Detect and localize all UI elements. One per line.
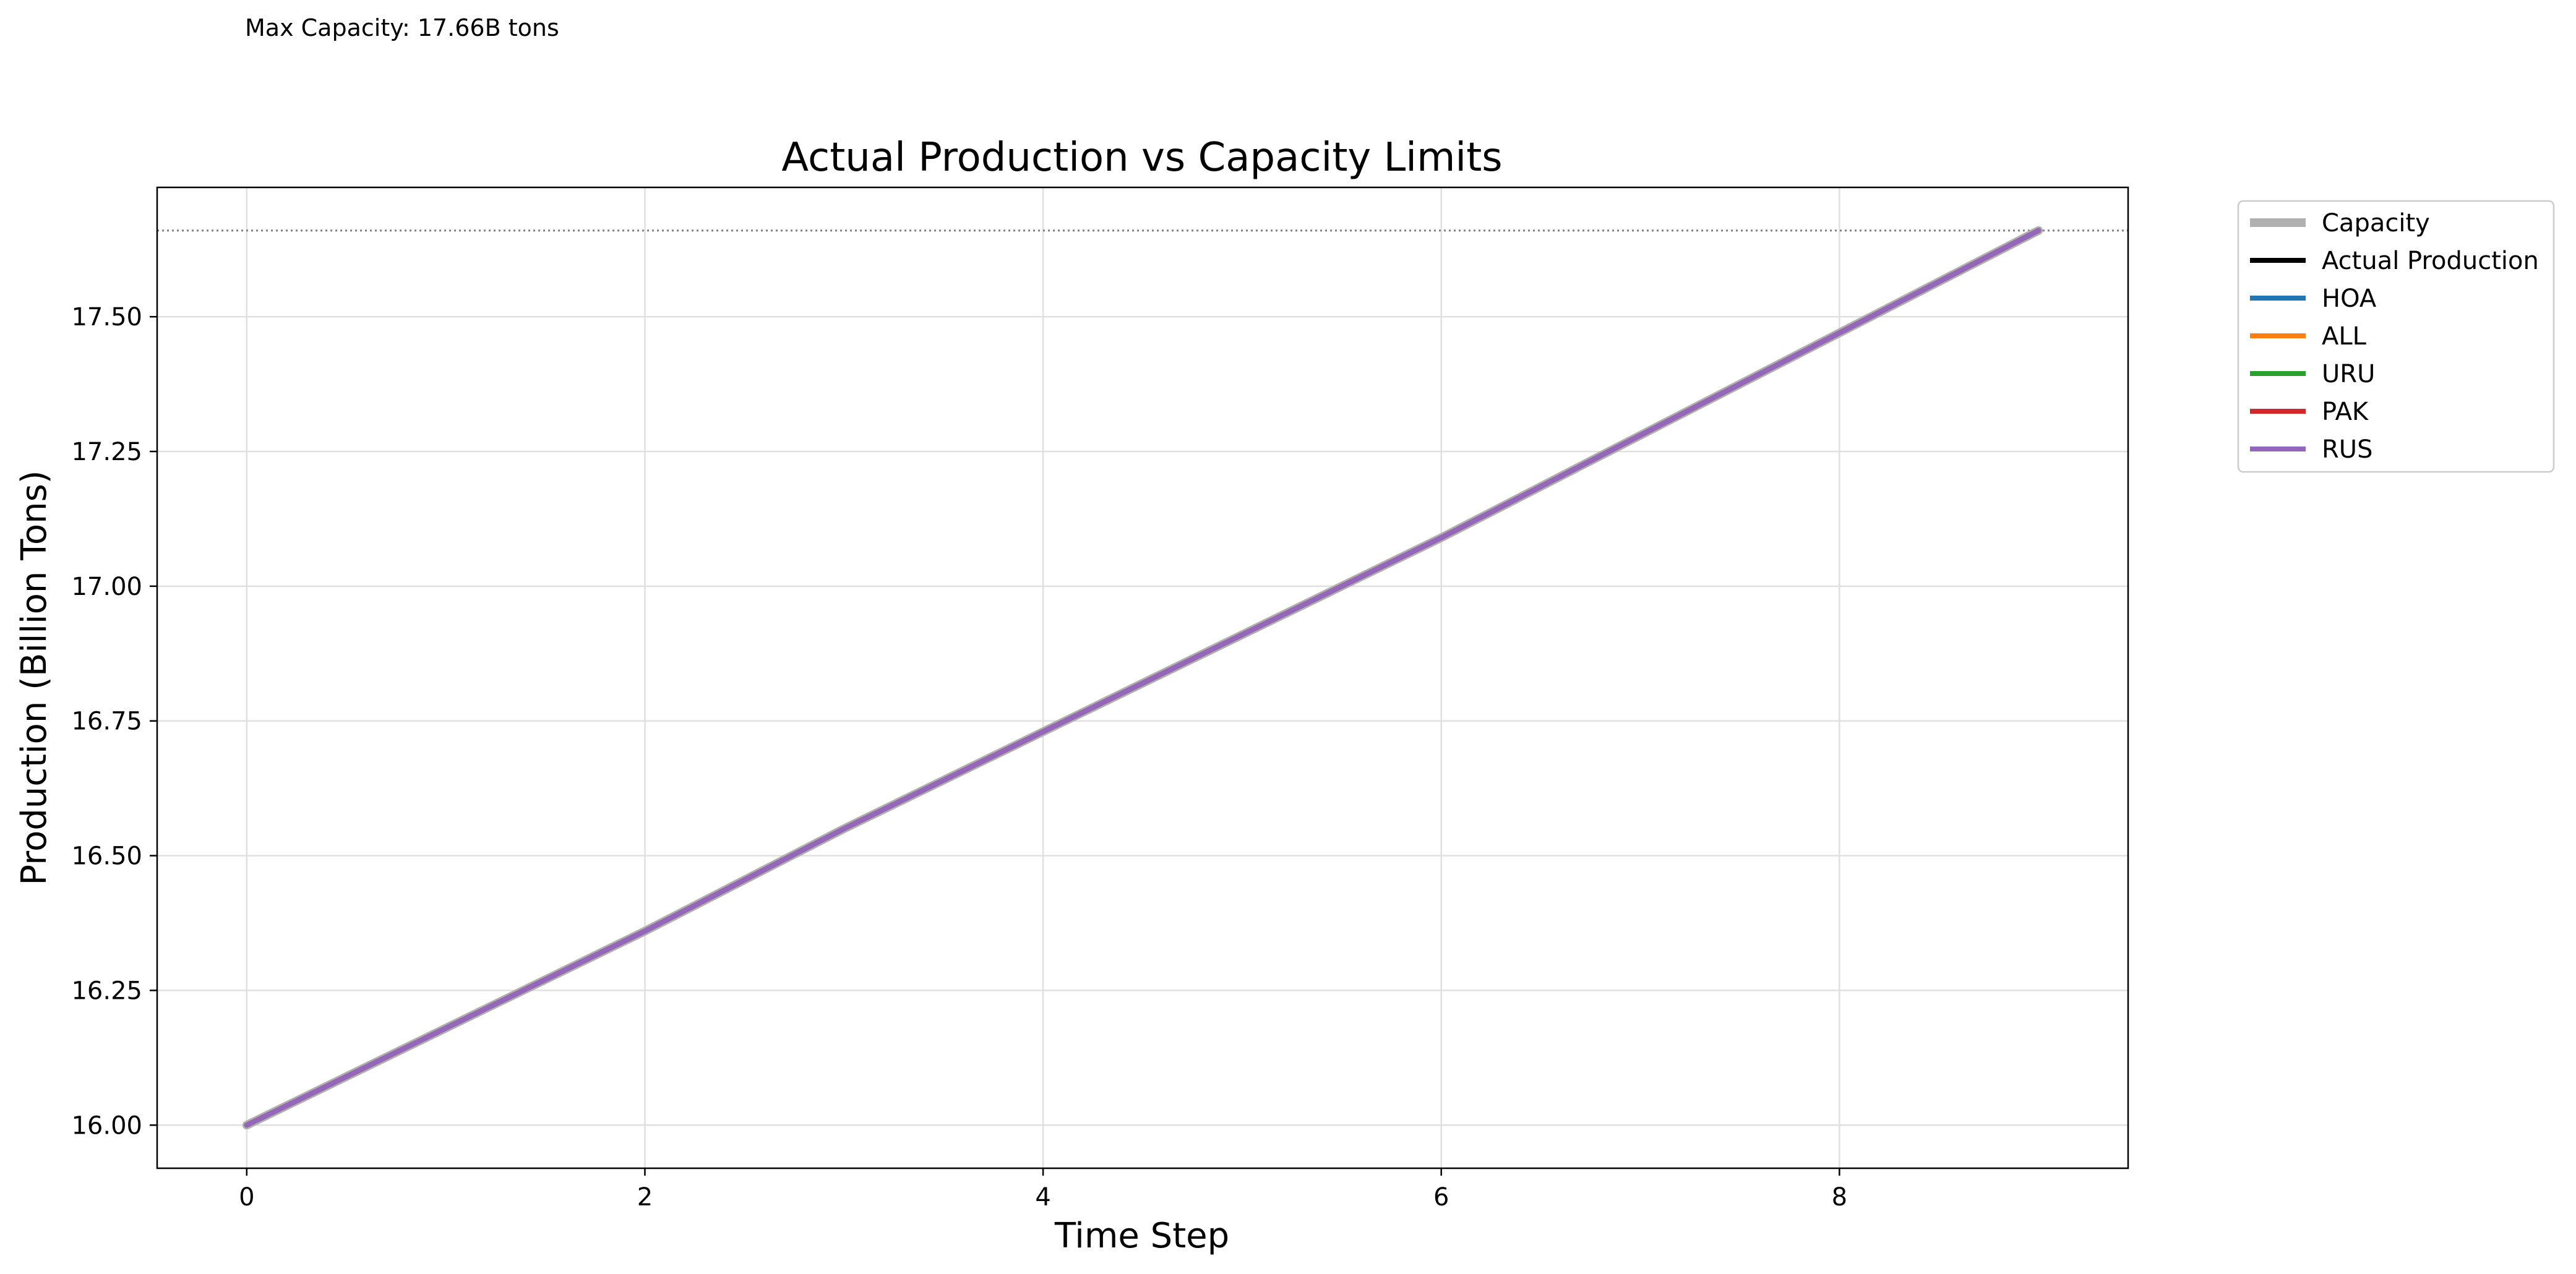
y-tick-label: 16.00 bbox=[71, 1111, 142, 1140]
series-line-rus bbox=[244, 228, 2041, 1128]
legend-label-rus: RUS bbox=[2322, 435, 2372, 464]
y-axis-label: Production (Billion Tons) bbox=[14, 470, 54, 885]
y-tick-label: 16.50 bbox=[71, 842, 142, 871]
y-tick-label: 16.25 bbox=[71, 977, 142, 1005]
y-tick-label: 17.50 bbox=[71, 303, 142, 331]
legend: Capacity Actual Production HOA ALL URU PAK RUS bbox=[2237, 200, 2555, 473]
y-tick-label: 17.00 bbox=[71, 573, 142, 601]
x-ticks: 0 2 4 6 8 bbox=[239, 1168, 1847, 1212]
legend-label-all: ALL bbox=[2322, 322, 2367, 351]
legend-frame bbox=[2237, 200, 2555, 473]
y-tick-label: 16.75 bbox=[71, 708, 142, 736]
max-capacity-annotation: Max Capacity: 17.66B tons bbox=[245, 14, 559, 41]
x-tick-label: 6 bbox=[1433, 1183, 1449, 1212]
x-tick-label: 0 bbox=[239, 1183, 254, 1212]
y-tick-label: 17.25 bbox=[71, 438, 142, 466]
grid bbox=[157, 187, 2128, 1168]
legend-label-hoa: HOA bbox=[2322, 284, 2377, 313]
x-axis-label: Time Step bbox=[1054, 1216, 1229, 1256]
legend-label-actual-production: Actual Production bbox=[2322, 247, 2539, 275]
legend-label-capacity: Capacity bbox=[2322, 209, 2430, 237]
chart-title: Actual Production vs Capacity Limits bbox=[781, 135, 1502, 181]
x-tick-label: 2 bbox=[637, 1183, 653, 1212]
y-ticks: 16.00 16.25 16.50 16.75 17.00 17.25 17.50 bbox=[71, 303, 157, 1140]
legend-label-pak: PAK bbox=[2322, 398, 2369, 426]
x-tick-label: 8 bbox=[1832, 1183, 1847, 1212]
legend-label-uru: URU bbox=[2322, 360, 2375, 388]
series-lines bbox=[242, 226, 2043, 1130]
plot-area-frame bbox=[156, 186, 2129, 1169]
x-tick-label: 4 bbox=[1035, 1183, 1050, 1212]
